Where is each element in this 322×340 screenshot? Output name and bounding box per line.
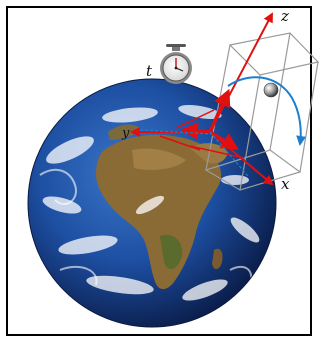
coordinate-axes: [130, 12, 274, 186]
trajectory-arc: [227, 76, 307, 146]
continent-africa: [96, 134, 222, 290]
axis-x-label: x: [281, 175, 290, 193]
axis-z-label: z: [280, 7, 289, 25]
time-label: t: [146, 62, 153, 80]
earth-globe-icon: [27, 78, 277, 328]
local-frame-dashed: [139, 129, 249, 177]
reference-box: [204, 32, 320, 191]
stopwatch-icon: [160, 44, 192, 84]
axis-y-label: y: [121, 126, 130, 141]
sphere-particle-icon: [263, 82, 279, 98]
